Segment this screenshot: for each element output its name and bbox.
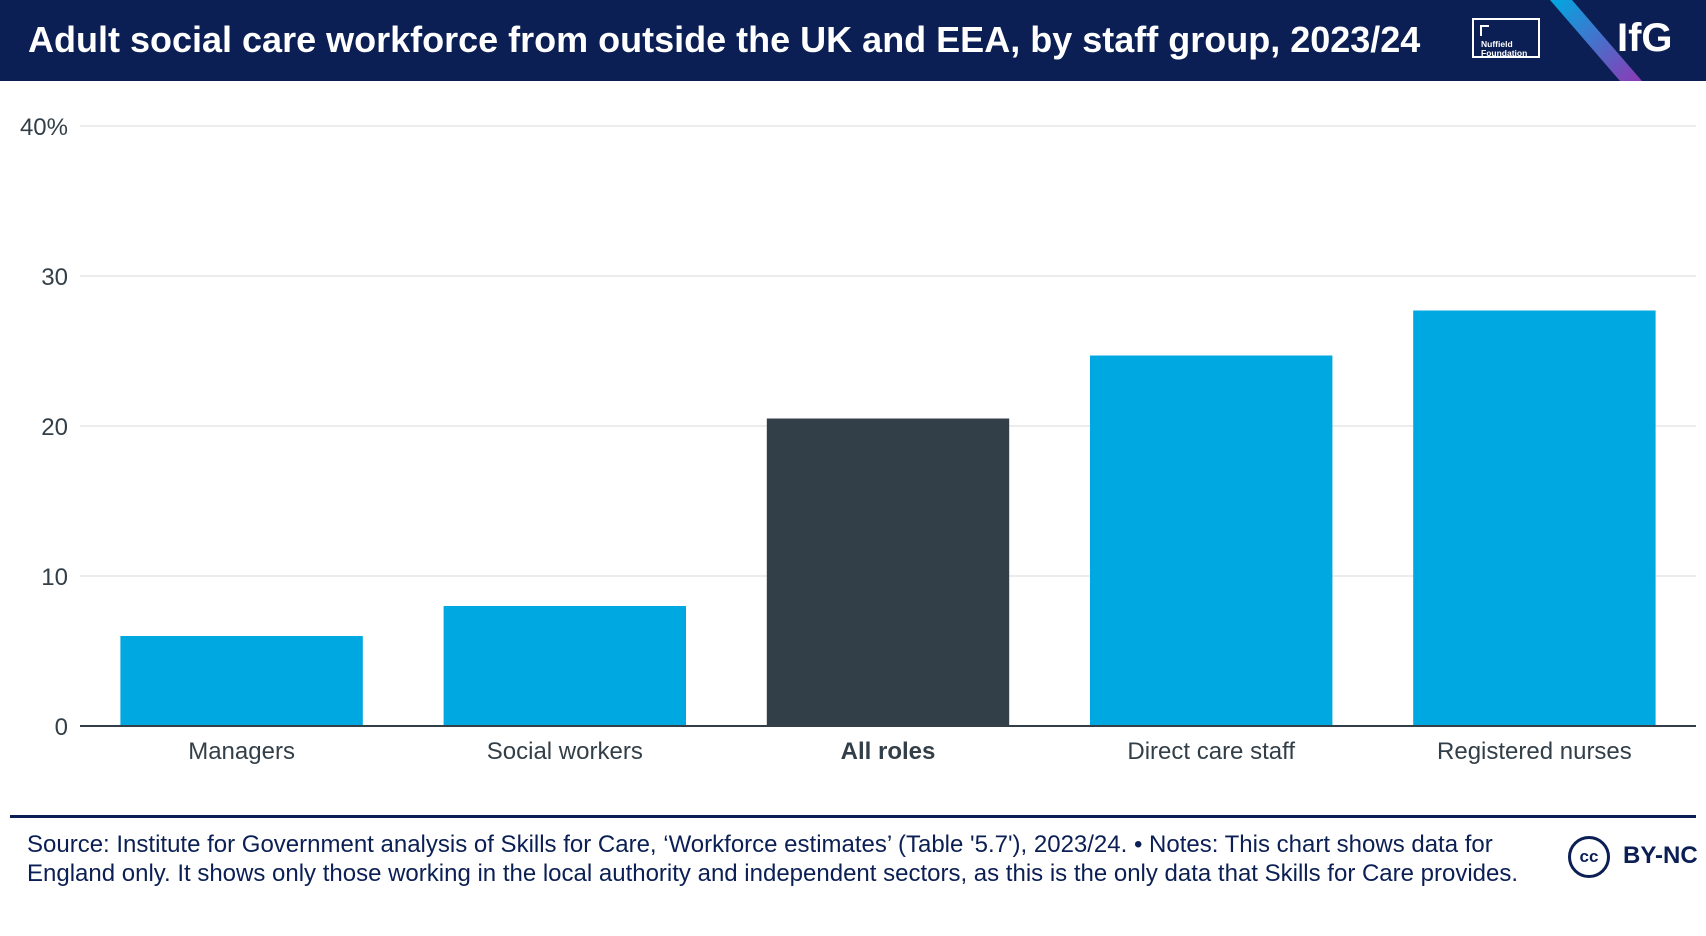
nuffield-foundation-logo: Nuffield Foundation xyxy=(1472,18,1540,58)
ifg-logo: IfG xyxy=(1617,16,1673,60)
bar xyxy=(1090,355,1333,726)
x-tick-label: All roles xyxy=(841,738,936,765)
y-tick-label: 40% xyxy=(20,114,68,141)
nuffield-mark-icon xyxy=(1480,25,1489,36)
header-bar: Adult social care workforce from outside… xyxy=(0,0,1706,81)
creative-commons-icon: cc xyxy=(1568,836,1610,878)
ifg-stripe-decoration xyxy=(1550,0,1706,81)
nuffield-logo-line-1: Nuffield xyxy=(1481,39,1513,49)
source-notes: Source: Institute for Government analysi… xyxy=(27,831,1519,887)
x-tick-label: Direct care staff xyxy=(1127,738,1295,765)
bar xyxy=(1413,310,1656,726)
x-tick-label: Social workers xyxy=(487,738,643,765)
nuffield-logo-line-2: Foundation xyxy=(1481,48,1528,58)
license-label: BY-NC xyxy=(1623,842,1698,869)
footer-divider xyxy=(10,815,1696,818)
chart-title: Adult social care workforce from outside… xyxy=(28,19,1421,60)
bar xyxy=(443,606,686,726)
y-tick-label: 0 xyxy=(55,714,68,741)
x-tick-label: Registered nurses xyxy=(1437,738,1632,765)
y-tick-label: 20 xyxy=(41,414,68,441)
y-tick-label: 30 xyxy=(41,264,68,291)
y-tick-label: 10 xyxy=(41,564,68,591)
bar xyxy=(120,636,363,726)
x-tick-label: Managers xyxy=(188,738,295,765)
bar xyxy=(766,418,1010,726)
bar-chart: 0 10 20 30 40% Managers Social workers All role… xyxy=(20,114,1696,765)
